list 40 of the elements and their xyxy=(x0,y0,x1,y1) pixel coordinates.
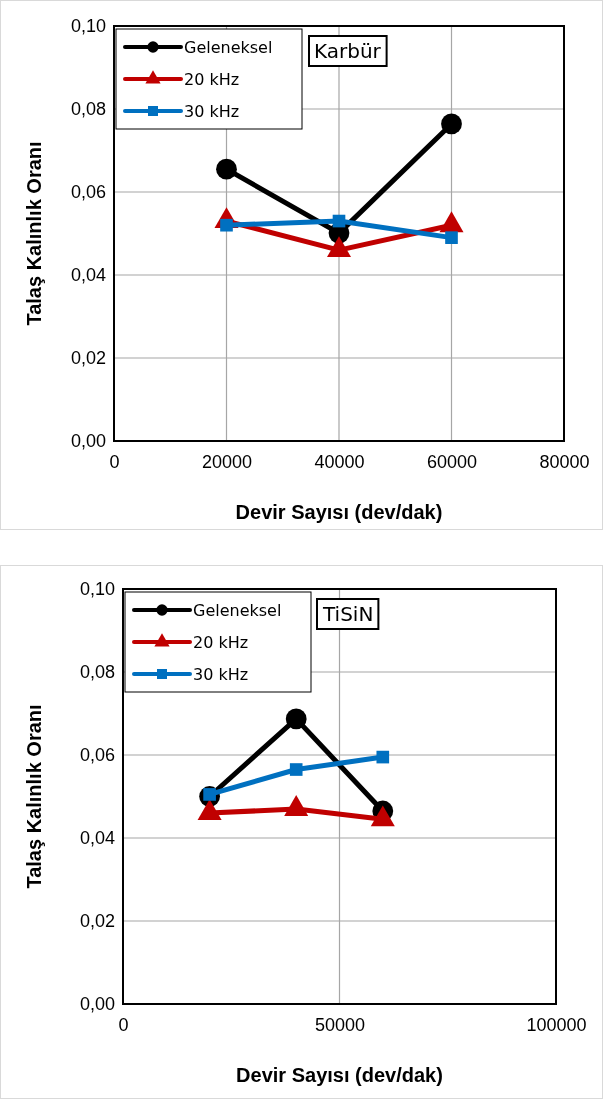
x-axis-title: Devir Sayısı (dev/dak) xyxy=(235,501,443,523)
x-tick-label: 50000 xyxy=(314,1014,366,1035)
legend-label: 20 kHz xyxy=(193,633,249,652)
x-tick-label: 40000 xyxy=(314,451,365,472)
legend-label: 30 kHz xyxy=(193,665,249,684)
x-tick-label: 0 xyxy=(109,451,120,472)
point xyxy=(376,750,390,764)
x-tick-label: 100000 xyxy=(526,1014,587,1035)
legend-label: 20 kHz xyxy=(184,70,240,89)
x-tick-label: 60000 xyxy=(426,451,478,472)
point xyxy=(332,214,346,228)
point xyxy=(216,158,237,180)
legend-label: Geleneksel xyxy=(193,601,282,620)
y-tick-label: 0,04 xyxy=(79,828,115,849)
y-tick-label: 0,08 xyxy=(70,99,106,120)
x-tick-label: 20000 xyxy=(201,451,253,472)
annotation: TiSiN xyxy=(322,602,374,626)
y-axis-title: Talaş Kalınlık Oranı xyxy=(23,141,45,326)
y-tick-label: 0,10 xyxy=(70,16,106,37)
y-tick-label: 0,06 xyxy=(79,745,115,766)
x-axis-title: Devir Sayısı (dev/dak) xyxy=(236,1064,443,1086)
y-axis-title: Talaş Kalınlık Oranı xyxy=(23,704,45,889)
x-tick-label: 0 xyxy=(118,1014,129,1035)
point xyxy=(220,218,233,232)
legend-label: 30 kHz xyxy=(184,102,240,121)
y-tick-label: 0,08 xyxy=(79,662,115,683)
y-tick-label: 0,04 xyxy=(70,265,106,286)
x-tick-label: 80000 xyxy=(539,451,590,472)
legend-label: Geleneksel xyxy=(184,38,273,57)
y-tick-label: 0,00 xyxy=(79,994,115,1015)
y-tick-label: 0,10 xyxy=(79,579,115,600)
y-tick-label: 0,02 xyxy=(79,911,115,932)
y-tick-label: 0,06 xyxy=(70,182,106,203)
y-tick-label: 0,00 xyxy=(70,431,106,452)
point xyxy=(285,708,307,730)
y-tick-label: 0,02 xyxy=(70,348,106,369)
point xyxy=(289,763,303,776)
point xyxy=(445,231,458,244)
annotation: Karbür xyxy=(314,39,382,63)
point xyxy=(441,113,462,135)
